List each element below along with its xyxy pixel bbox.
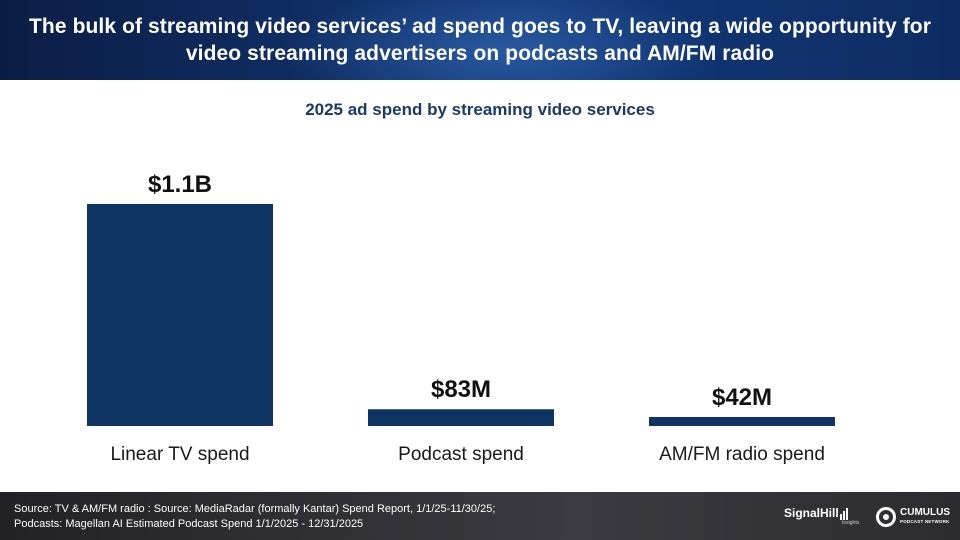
bar-1 [368,409,554,426]
cumulus-logo-tag: PODCAST NETWORK [900,519,950,524]
bar-chart: $1.1B Linear TV spend $83M Podcast spend $42… [87,171,835,465]
category-label-1: Podcast spend [398,444,524,465]
category-label-2: AM/FM radio spend [659,444,825,465]
data-label-0: $1.1B [148,171,212,198]
cumulus-logo: CUMULUS PODCAST NETWORK [876,506,956,528]
footer-bar: Source: TV & AM/FM radio : Source: Media… [0,492,960,540]
cumulus-ring-icon [876,507,896,527]
bar-0 [87,204,273,426]
title-banner: The bulk of streaming video services’ ad… [0,0,960,80]
page-title: The bulk of streaming video services’ ad… [29,15,931,65]
banner-glow [280,0,720,80]
bar-2 [649,417,835,426]
category-label-0: Linear TV spend [110,444,249,465]
data-label-1: $83M [431,376,491,403]
data-label-2: $42M [712,384,772,411]
cumulus-logo-text: CUMULUS [900,507,950,518]
signal-bars-icon [839,506,849,520]
source-note: Source: TV & AM/FM radio : Source: Media… [14,503,496,530]
chart-title: 2025 ad spend by streaming video service… [305,100,655,119]
signalhill-logo-text: SignalHill [784,506,839,520]
signalhill-logo: SignalHill Insights [784,506,859,526]
signalhill-logo-sub: Insights [842,520,860,526]
